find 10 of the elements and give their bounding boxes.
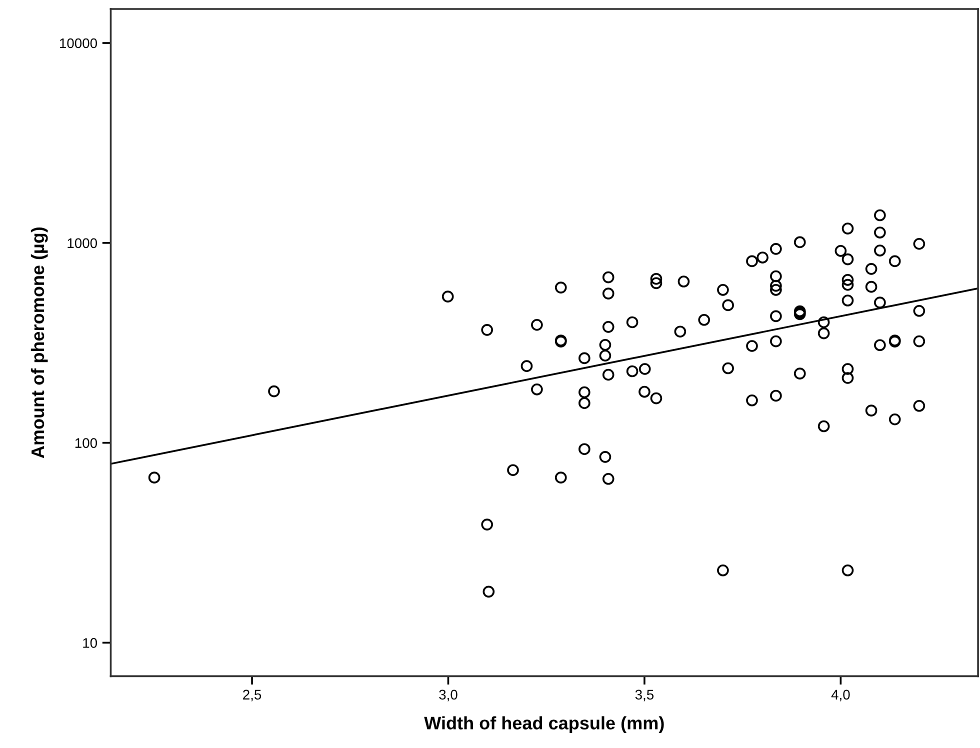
x-tick-label: 2,5: [243, 690, 262, 702]
x-tick-label: 3,0: [439, 690, 458, 702]
y-tick-label: 10: [83, 638, 98, 648]
x-tick-label: 4,0: [831, 690, 850, 702]
y-axis-title: Amount of pheromone (µg): [30, 227, 48, 458]
y-tick-label: 1000: [68, 238, 98, 248]
y-tick-label: 100: [75, 438, 98, 448]
x-tick-label: 3,5: [635, 690, 654, 702]
y-tick-label: 10000: [60, 38, 98, 48]
x-axis-title: Width of head capsule (mm): [424, 716, 664, 734]
